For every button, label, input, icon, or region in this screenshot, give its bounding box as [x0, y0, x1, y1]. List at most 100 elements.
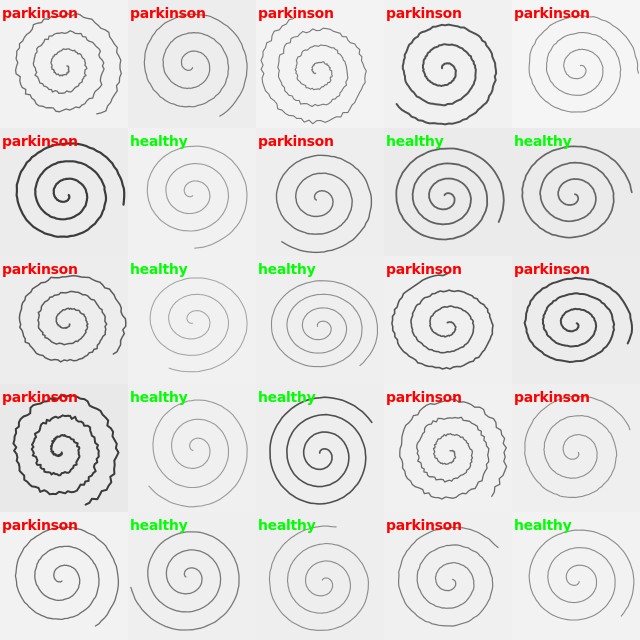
- spiral-stroke: [260, 17, 367, 125]
- spiral-tile: parkinson: [512, 256, 640, 384]
- spiral-tile: parkinson: [512, 0, 640, 128]
- spiral-drawing: [524, 395, 631, 498]
- spiral-drawing: [130, 531, 240, 631]
- spiral-drawing: [14, 526, 120, 627]
- spiral-stroke: [148, 399, 248, 508]
- diagnosis-label: healthy: [258, 518, 316, 534]
- spiral-stroke: [270, 280, 378, 368]
- diagnosis-label: parkinson: [514, 6, 590, 22]
- spiral-drawing: [269, 396, 373, 505]
- spiral-drawing: [148, 399, 248, 508]
- diagnosis-label: parkinson: [514, 390, 590, 406]
- spiral-stroke: [398, 526, 499, 627]
- spiral-stroke: [143, 13, 248, 117]
- spiral-stroke: [269, 396, 373, 505]
- spiral-drawing: [399, 398, 508, 500]
- diagnosis-label: parkinson: [514, 262, 590, 278]
- spiral-tile: parkinson: [384, 512, 512, 640]
- spiral-tile: parkinson: [256, 128, 384, 256]
- spiral-tile: parkinson: [0, 128, 128, 256]
- diagnosis-label: parkinson: [386, 262, 462, 278]
- diagnosis-label: parkinson: [2, 262, 78, 278]
- diagnosis-label: parkinson: [386, 518, 462, 534]
- spiral-drawing: [143, 13, 248, 117]
- spiral-tile: parkinson: [512, 384, 640, 512]
- spiral-stroke: [18, 274, 127, 363]
- spiral-stroke: [14, 526, 120, 627]
- spiral-stroke: [15, 142, 126, 238]
- spiral-stroke: [14, 12, 122, 115]
- spiral-stroke: [395, 147, 505, 241]
- spiral-tile: healthy: [128, 384, 256, 512]
- spiral-tile: healthy: [256, 256, 384, 384]
- spiral-tile: healthy: [512, 128, 640, 256]
- spiral-drawing: [398, 526, 499, 627]
- spiral-drawing: [260, 17, 367, 125]
- diagnosis-label: healthy: [130, 134, 188, 150]
- spiral-stroke: [149, 277, 248, 373]
- spiral-tile: parkinson: [0, 0, 128, 128]
- spiral-tile: parkinson: [0, 384, 128, 512]
- diagnosis-label: parkinson: [258, 6, 334, 22]
- spiral-stroke: [146, 145, 248, 249]
- spiral-tile: healthy: [128, 128, 256, 256]
- spiral-drawing: [15, 142, 126, 238]
- spiral-drawing: [528, 14, 639, 113]
- spiral-tile: healthy: [256, 384, 384, 512]
- diagnosis-label: healthy: [258, 262, 316, 278]
- diagnosis-label: healthy: [386, 134, 444, 150]
- spiral-drawing: [391, 273, 494, 370]
- spiral-tile: parkinson: [0, 512, 128, 640]
- diagnosis-label: parkinson: [2, 518, 78, 534]
- spiral-tile: healthy: [384, 128, 512, 256]
- spiral-stroke: [268, 525, 369, 631]
- diagnosis-label: healthy: [514, 518, 572, 534]
- diagnosis-label: parkinson: [386, 6, 462, 22]
- spiral-tile: healthy: [128, 256, 256, 384]
- diagnosis-label: parkinson: [2, 6, 78, 22]
- diagnosis-label: healthy: [130, 518, 188, 534]
- diagnosis-label: parkinson: [130, 6, 206, 22]
- spiral-drawing: [395, 23, 498, 126]
- spiral-stroke: [523, 276, 633, 363]
- spiral-tile: healthy: [256, 512, 384, 640]
- spiral-stroke: [395, 23, 498, 126]
- spiral-tile: healthy: [128, 512, 256, 640]
- spiral-drawing: [146, 145, 248, 249]
- spiral-stroke: [130, 531, 240, 631]
- diagnosis-label: parkinson: [2, 390, 78, 406]
- diagnosis-label: parkinson: [386, 390, 462, 406]
- spiral-drawing: [12, 393, 120, 506]
- spiral-stroke: [391, 273, 494, 370]
- spiral-stroke: [524, 395, 631, 498]
- diagnosis-label: healthy: [258, 390, 316, 406]
- spiral-drawing: [528, 529, 635, 621]
- spiral-drawing: [275, 154, 373, 254]
- spiral-tile: parkinson: [0, 256, 128, 384]
- spiral-stroke: [521, 145, 633, 239]
- spiral-tile: parkinson: [384, 256, 512, 384]
- spiral-drawing: [14, 12, 122, 115]
- spiral-tile: parkinson: [384, 384, 512, 512]
- spiral-stroke: [528, 14, 639, 113]
- spiral-tile: parkinson: [256, 0, 384, 128]
- spiral-tile: parkinson: [128, 0, 256, 128]
- diagnosis-label: healthy: [130, 262, 188, 278]
- spiral-drawing: [268, 525, 369, 631]
- spiral-drawing: [270, 280, 378, 368]
- spiral-stroke: [399, 398, 508, 500]
- spiral-stroke: [275, 154, 373, 254]
- spiral-drawing: [395, 147, 505, 241]
- spiral-stroke: [528, 529, 635, 621]
- diagnosis-label: parkinson: [2, 134, 78, 150]
- spiral-drawing: [523, 276, 633, 363]
- diagnosis-label: healthy: [130, 390, 188, 406]
- spiral-drawing: [149, 277, 248, 373]
- spiral-drawing: [18, 274, 127, 363]
- spiral-drawing: [521, 145, 633, 239]
- diagnosis-label: healthy: [514, 134, 572, 150]
- spiral-tile: parkinson: [384, 0, 512, 128]
- spiral-tile: healthy: [512, 512, 640, 640]
- spiral-stroke: [12, 393, 120, 506]
